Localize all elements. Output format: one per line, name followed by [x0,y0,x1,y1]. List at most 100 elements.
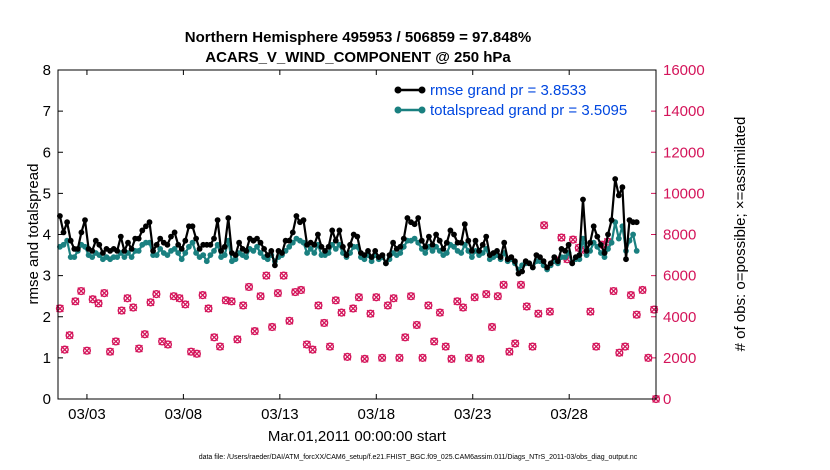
chart-title-line1: Northern Hemisphere 495953 / 506859 = 97… [185,29,531,46]
rmse-point [175,241,182,248]
obs-assimilated-marker [83,346,91,355]
obs-assimilated-marker [441,342,450,351]
obs-assimilated-marker [100,289,109,297]
rmse-point [443,239,450,246]
rmse-point [422,243,429,250]
rmse-point [458,239,465,246]
y-tick-label-left: 3 [43,268,51,285]
y-tick-label-left: 2 [43,309,51,326]
rmse-point [354,233,361,240]
obs-assimilated-marker [326,342,334,351]
totalspread-point [211,248,217,254]
obs-count-point [296,285,306,295]
rmse-point [537,254,543,260]
rmse-point [576,252,583,258]
totalspread-point [157,246,164,252]
rmse-point [390,239,396,246]
totalspread-point [411,235,418,242]
y-tick-label-right: 6000 [663,268,696,285]
rmse-point [605,231,611,238]
obs-possible-marker [320,318,329,328]
obs-assimilated-marker [117,306,126,315]
obs-count-point [140,330,149,339]
obs-possible-marker [233,335,242,344]
obs-count-point [476,354,485,364]
obs-assimilated-marker [430,337,439,346]
obs-assimilated-marker [279,271,288,280]
rmse-point [211,235,217,242]
totalspread-point [232,256,239,263]
totalspread-point [186,243,192,250]
obs-count-point [632,310,641,319]
obs-count-point [540,221,549,230]
obs-possible-marker [192,349,201,358]
y-tick-label-right: 0 [663,391,671,408]
totalspread-point [397,250,404,256]
obs-count-point [134,344,144,353]
y-tick-label-right: 16000 [663,62,705,79]
rmse-point [254,235,260,242]
obs-assimilated-marker [615,348,624,357]
rmse-point [146,219,153,226]
obs-assimilated-marker [493,292,502,301]
obs-assimilated-marker [314,301,323,310]
obs-count-point [152,290,161,299]
rmse-point [272,262,278,269]
rmse-point [372,248,379,254]
obs-count-point [314,301,323,310]
rmse-point [322,248,328,254]
rmse-point [476,248,482,254]
obs-possible-marker [146,298,155,307]
y-tick-label-left: 7 [43,103,51,120]
obs-count-point [82,346,92,355]
obs-assimilated-marker [355,293,363,302]
obs-assimilated-marker [407,292,415,301]
obs-possible-marker [308,345,317,354]
obs-possible-marker [534,309,543,318]
rmse-point [193,235,200,242]
obs-count-point [123,294,132,303]
obs-count-point [354,293,364,302]
obs-assimilated-marker [146,298,155,307]
obs-assimilated-marker [297,286,305,294]
obs-count-point [458,303,468,312]
obs-possible-marker [221,296,230,305]
rmse-point [433,231,439,238]
obs-assimilated-marker [320,319,329,327]
legend-rmse-marker-a [394,86,402,94]
rmse-point [315,231,321,238]
rmse-point [555,258,561,265]
rmse-point [615,192,622,199]
chart-title-line2: ACARS_V_WIND_COMPONENT @ 250 hPa [205,49,511,66]
obs-count-point [256,292,265,301]
obs-assimilated-marker [349,304,358,313]
rmse-point [411,221,418,228]
y-tick-label-right: 4000 [663,309,696,326]
rmse-point [289,229,296,236]
rmse-point [300,217,307,224]
obs-count-point [273,289,283,298]
obs-possible-marker [435,308,445,317]
totalspread-point [469,254,475,260]
rmse-point [590,223,597,230]
obs-possible-marker [262,271,271,280]
obs-assimilated-marker [106,347,114,356]
rmse-point [264,252,271,258]
obs-count-point [239,301,248,310]
obs-possible-marker [94,299,103,308]
obs-count-point [60,345,69,354]
rmse-point [182,237,189,244]
totalspread-point [189,239,196,246]
rmse-point [257,239,264,246]
y-tick-label-left: 5 [43,185,51,202]
obs-count-point [65,331,74,340]
rmse-point [100,250,106,256]
totalspread-point [182,250,189,256]
obs-possible-marker [227,297,236,306]
totalspread-point [254,243,260,250]
totalspread-point [451,243,457,250]
rmse-point [232,252,239,258]
rmse-point [447,227,454,234]
obs-possible-marker [204,304,213,313]
